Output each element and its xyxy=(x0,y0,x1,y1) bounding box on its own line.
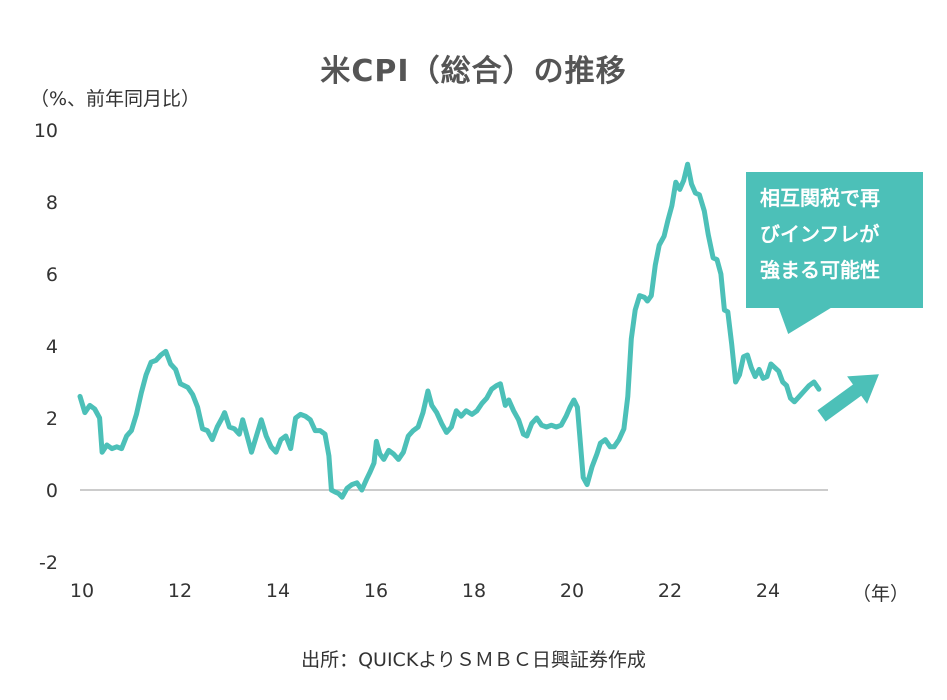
callout-tail xyxy=(778,306,845,334)
x-tick-label: 12 xyxy=(168,580,192,602)
x-tick-label: 24 xyxy=(756,580,780,602)
x-tick-label: 20 xyxy=(560,580,584,602)
x-tick-label: 22 xyxy=(658,580,682,602)
callout-line-2: びインフレが xyxy=(760,222,880,246)
x-tick-label: 16 xyxy=(364,580,388,602)
x-tick-label: 14 xyxy=(266,580,290,602)
y-tick-label: 4 xyxy=(46,336,58,358)
y-axis-ticks: 10 8 6 4 2 0 -2 xyxy=(34,120,58,574)
x-axis-ticks: 10 12 14 16 18 20 22 24 xyxy=(70,580,780,602)
callout-line-3: 強まる可能性 xyxy=(760,258,880,282)
up-trend-arrow-icon xyxy=(817,374,879,422)
y-tick-label: 6 xyxy=(46,264,58,286)
source-note: 出所：QUICKよりＳＭＢＣ日興証券作成 xyxy=(301,649,646,671)
y-tick-label: 0 xyxy=(46,480,58,502)
y-tick-label: 8 xyxy=(46,192,58,214)
x-tick-label: 18 xyxy=(462,580,486,602)
y-tick-label: 10 xyxy=(34,120,58,142)
y-axis-unit-label: （%、前年同月比） xyxy=(30,88,201,110)
callout-line-1: 相互関税で再 xyxy=(760,186,880,210)
y-tick-label: 2 xyxy=(46,408,58,430)
cpi-series-line xyxy=(77,161,822,500)
y-tick-label: -2 xyxy=(39,552,58,574)
callout-box: 相互関税で再 びインフレが 強まる可能性 xyxy=(746,172,923,308)
chart-title: 米CPI（総合）の推移 xyxy=(320,54,627,89)
x-axis-unit-label: （年） xyxy=(852,583,910,605)
x-tick-label: 10 xyxy=(70,580,94,602)
